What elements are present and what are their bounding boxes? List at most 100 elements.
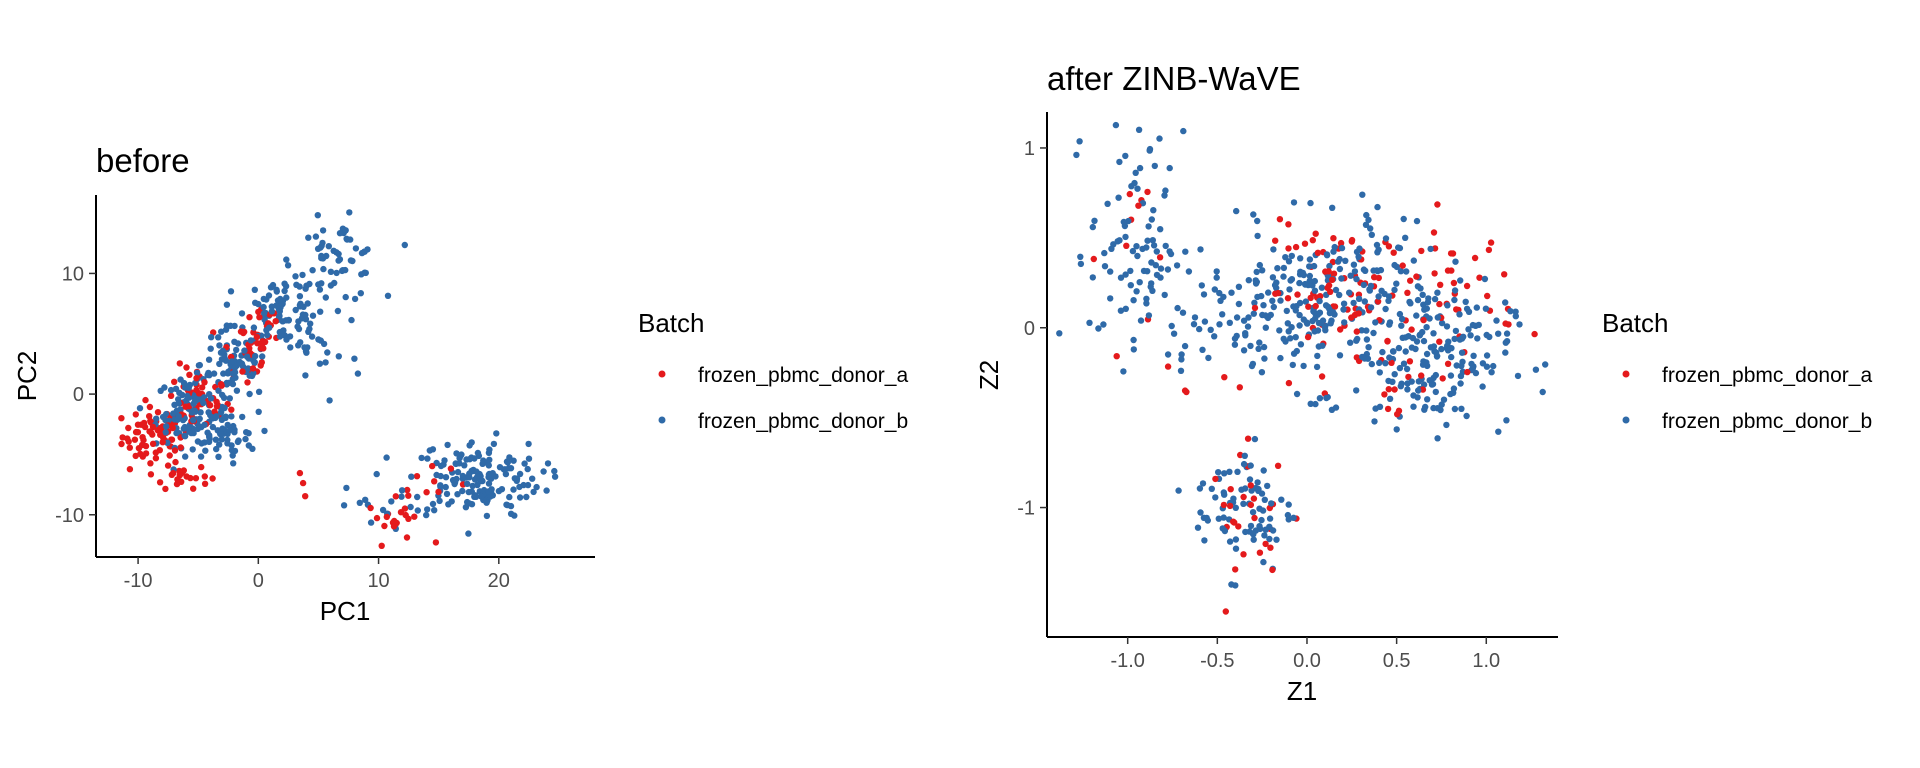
x-tick-label: -0.5 [1200, 650, 1234, 672]
data-point [511, 512, 518, 519]
data-point [302, 372, 309, 379]
data-point [317, 337, 324, 344]
data-point [1271, 282, 1279, 289]
data-point [176, 467, 183, 475]
data-point [1287, 277, 1294, 284]
data-point [343, 236, 351, 243]
data-point [1360, 281, 1368, 289]
data-point [147, 429, 155, 436]
data-point [1215, 515, 1223, 522]
data-point [1417, 285, 1424, 292]
data-point [498, 486, 506, 493]
data-point [164, 462, 172, 469]
data-point [256, 314, 263, 321]
data-point [318, 252, 325, 260]
data-point [1456, 311, 1463, 318]
data-point [1143, 300, 1150, 307]
data-point [1353, 248, 1361, 256]
data-point [147, 460, 154, 467]
data-point [226, 395, 233, 402]
data-point [1256, 261, 1264, 269]
data-point [284, 262, 292, 269]
data-point [1258, 369, 1266, 376]
data-point [1365, 216, 1372, 224]
data-point [1408, 326, 1415, 333]
data-point [1150, 207, 1157, 214]
data-point [193, 369, 201, 376]
data-point [157, 431, 164, 438]
data-point [1133, 243, 1140, 250]
data-point [1250, 536, 1257, 543]
data-point [1114, 238, 1121, 245]
data-point [1452, 327, 1460, 335]
data-point [268, 308, 276, 315]
data-point [238, 310, 246, 317]
data-point [349, 257, 356, 265]
data-point [1400, 215, 1407, 223]
legend-key-donor-a [1622, 370, 1630, 378]
data-point [207, 395, 215, 402]
data-point [1350, 299, 1357, 307]
data-point [1414, 296, 1422, 304]
data-point [279, 318, 286, 325]
data-point [146, 413, 153, 420]
data-point [1482, 305, 1490, 312]
data-point [1089, 223, 1097, 231]
data-point [131, 436, 139, 443]
data-point [1410, 257, 1418, 264]
data-point [1296, 322, 1303, 329]
data-point [225, 379, 233, 386]
data-point [533, 483, 540, 491]
data-point [1277, 297, 1284, 304]
panel-after-zinb-wave: after ZINB-WaVE -1.0 -0.5 0.0 0.5 1.0 -1 0 1 Z… [974, 60, 1872, 706]
data-point [1136, 164, 1144, 172]
data-point [231, 364, 239, 371]
legend-label-donor-b: frozen_pbmc_donor_b [1662, 410, 1872, 433]
data-point [1122, 233, 1129, 241]
data-point [1388, 359, 1395, 366]
data-point [209, 423, 217, 431]
data-point [1247, 522, 1255, 530]
data-point [212, 436, 220, 443]
data-point [221, 404, 228, 412]
data-point [1285, 258, 1293, 265]
data-point [1168, 322, 1175, 330]
data-point [1164, 351, 1172, 358]
data-point [132, 452, 139, 460]
data-point [153, 415, 160, 422]
data-point [1268, 500, 1275, 507]
data-point [301, 344, 308, 351]
data-point [388, 498, 395, 505]
data-point [1221, 374, 1228, 381]
data-point [1406, 358, 1414, 365]
data-point [194, 425, 201, 433]
data-point [252, 352, 259, 360]
data-point [1304, 333, 1312, 341]
data-point [414, 493, 421, 501]
data-point [1259, 507, 1267, 514]
data-point [1305, 303, 1312, 310]
data-point [1351, 268, 1359, 275]
data-point [1132, 169, 1139, 176]
data-point [1272, 237, 1279, 244]
data-point [1133, 288, 1140, 295]
data-point [1422, 403, 1429, 411]
data-point [1444, 360, 1452, 367]
data-point [1198, 282, 1206, 289]
data-point [1360, 266, 1368, 273]
data-point [1077, 253, 1084, 260]
data-point [1247, 482, 1255, 489]
data-point [1434, 435, 1441, 442]
data-point [201, 421, 208, 428]
data-point [1228, 581, 1235, 588]
data-point [1419, 291, 1426, 298]
data-point [1247, 462, 1254, 469]
data-points [1056, 121, 1549, 615]
data-point [206, 402, 214, 409]
data-point [1490, 362, 1497, 370]
data-point [1134, 252, 1141, 260]
data-point [222, 326, 230, 333]
data-point [529, 475, 536, 482]
data-point [1325, 268, 1332, 275]
data-point [1217, 297, 1224, 304]
